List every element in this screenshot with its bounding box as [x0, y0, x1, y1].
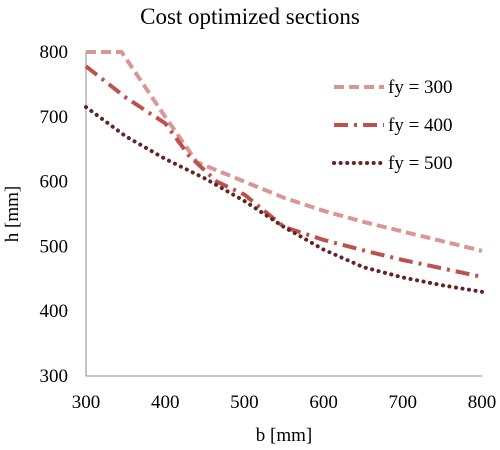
y-tick-label: 300 [40, 366, 69, 387]
x-tick-label: 300 [72, 392, 101, 413]
y-tick-label: 700 [40, 107, 69, 128]
y-tick-label: 400 [40, 301, 69, 322]
x-tick-label: 400 [151, 392, 180, 413]
series-lines [84, 50, 484, 294]
series-line-2 [84, 64, 483, 279]
y-tick-label: 600 [40, 172, 69, 193]
x-tick-label: 700 [389, 392, 418, 413]
y-axis-title: h [mm] [2, 186, 23, 242]
series-line-1 [86, 50, 483, 253]
chart-title: Cost optimized sections [140, 4, 360, 29]
x-tick-label: 500 [230, 392, 259, 413]
x-tick-label: 600 [309, 392, 338, 413]
x-tick-labels: 300 400 500 600 700 800 [72, 392, 497, 413]
legend-label-3: fy = 500 [388, 153, 453, 174]
x-tick-label: 800 [468, 392, 497, 413]
legend-label-2: fy = 400 [388, 115, 453, 136]
y-tick-labels: 300 400 500 600 700 800 [40, 42, 69, 387]
x-axis-title: b [mm] [256, 425, 312, 446]
axes [85, 52, 482, 377]
y-tick-label: 800 [40, 42, 69, 63]
y-tick-label: 500 [40, 236, 69, 257]
legend: fy = 300 fy = 400 fy = 500 [332, 77, 453, 174]
legend-label-1: fy = 300 [388, 77, 453, 98]
series-line-3 [84, 105, 484, 294]
